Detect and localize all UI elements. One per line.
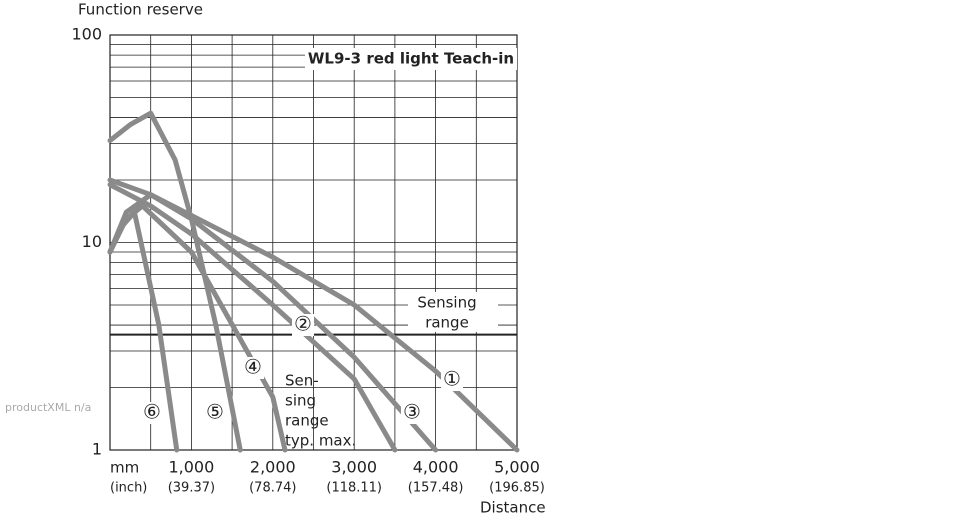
side-note: productXML n/a (5, 401, 91, 414)
x-tick-sublabel: (39.37) (168, 481, 215, 496)
x-tick-sublabel: (118.11) (326, 481, 382, 496)
curve (107, 209, 180, 453)
x-tick-label: 3,000 (331, 458, 377, 477)
annotation: range (285, 412, 329, 430)
x-tick-label: 5,000 (494, 458, 540, 477)
x-tick-label: 1,000 (168, 458, 214, 477)
x-axis-label: Distance (480, 499, 546, 517)
y-tick-label: 10 (82, 232, 102, 251)
y-axis-label: Function reserve (78, 1, 203, 19)
y-tick-label: 1 (92, 440, 102, 459)
x-tick-sublabel: (196.85) (489, 481, 545, 496)
plot-frame (109, 34, 518, 451)
title-bg (305, 48, 517, 70)
series-label: ③ (403, 400, 421, 424)
x-subunit: (inch) (110, 481, 147, 496)
series-label: ① (443, 367, 461, 391)
annotation: typ. max. (285, 432, 356, 450)
label-bg (401, 402, 423, 424)
annotation: sing (285, 392, 316, 410)
annotation: range (425, 314, 469, 332)
label-bg (141, 402, 163, 424)
chart-title: WL9-3 red light Teach-in (308, 50, 514, 68)
x-tick-sublabel: (78.74) (249, 481, 296, 496)
label-bg (441, 369, 463, 391)
series-label: ② (294, 312, 312, 336)
x-tick-label: 4,000 (413, 458, 459, 477)
annotation: Sensing (417, 294, 476, 312)
label-bg (292, 314, 314, 336)
curve (107, 110, 243, 453)
y-tick-label: 100 (71, 25, 102, 44)
series-label: ⑥ (143, 400, 161, 424)
x-tick-sublabel: (157.48) (408, 481, 464, 496)
series-label: ⑤ (206, 400, 224, 424)
label-bg (204, 402, 226, 424)
series-label: ④ (244, 355, 262, 379)
label-bg (242, 357, 264, 379)
label-bg (408, 292, 498, 332)
annotation: Sen- (285, 372, 319, 390)
x-unit: mm (110, 459, 139, 477)
x-tick-label: 2,000 (250, 458, 296, 477)
